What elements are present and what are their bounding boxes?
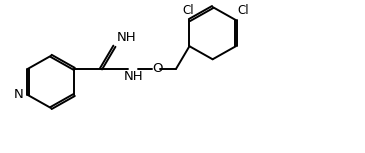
Text: NH: NH [123, 70, 143, 83]
Text: NH: NH [116, 31, 136, 44]
Text: O: O [152, 62, 163, 75]
Text: Cl: Cl [238, 4, 249, 17]
Text: N: N [14, 88, 24, 101]
Text: Cl: Cl [182, 4, 194, 17]
